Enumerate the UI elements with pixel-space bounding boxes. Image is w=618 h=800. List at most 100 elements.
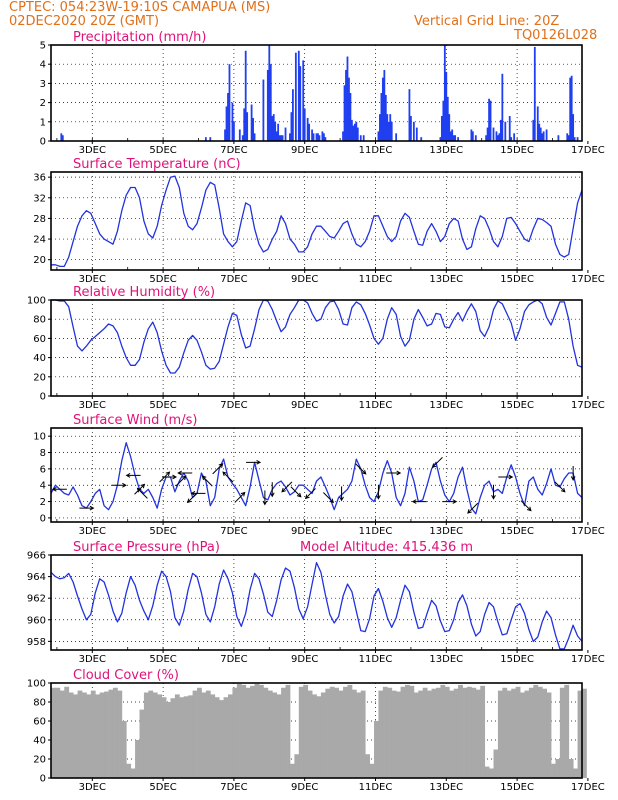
precipitation-bar (572, 114, 575, 141)
surface-wind-y-tick-label: 4 (40, 481, 46, 492)
cloud-cover-area-column (86, 694, 92, 778)
precipitation-bar (567, 135, 570, 141)
precipitation-bar (470, 129, 473, 141)
cloud-cover-area-column (347, 684, 353, 778)
cloud-cover-area-column (515, 686, 521, 778)
precipitation-bar (60, 133, 63, 141)
cloud-cover-area-column (143, 692, 149, 778)
precipitation-bar (359, 135, 362, 141)
precipitation-bar (381, 77, 384, 141)
cloud-cover-area-column (325, 688, 331, 778)
precipitation-bar (497, 135, 499, 141)
precipitation-bar (204, 137, 207, 141)
precipitation-bar (377, 131, 380, 141)
precipitation-bar (246, 112, 249, 141)
precipitation-bar (390, 121, 393, 141)
relative-humidity-y-tick-label: 20 (33, 372, 46, 383)
precipitation-bar (243, 108, 246, 141)
surface-pressure-series-line (50, 561, 583, 650)
surface-temperature-plot-frame (50, 171, 583, 271)
precipitation-bar (474, 135, 477, 141)
surface-wind-wind-arrow (442, 499, 458, 504)
precipitation-bar (233, 121, 235, 141)
precipitation-bar (451, 129, 454, 141)
precipitation-y-tick-label: 5 (40, 41, 46, 52)
cloud-cover-area-column (458, 684, 463, 778)
cloud-cover-area-column (528, 687, 534, 778)
surface-pressure-x-tick-label: 15DEC (500, 654, 534, 665)
header-grid-line-info: Vertical Grid Line: 20Z (414, 14, 560, 29)
precipitation-bar (241, 135, 244, 141)
surface-wind-wind-arrow (246, 459, 262, 465)
cloud-cover-x-tick-label: 5DEC (149, 782, 176, 793)
relative-humidity-x-tick-label: 7DEC (220, 400, 247, 411)
cloud-cover-area-column (121, 721, 127, 778)
cloud-cover-area-column (427, 690, 432, 778)
surface-wind-x-tick-label: 7DEC (220, 526, 247, 537)
surface-pressure-y-tick-label: 964 (27, 572, 46, 583)
precipitation-bar (457, 137, 459, 141)
surface-wind-wind-arrow (411, 499, 427, 504)
precipitation-x-tick-label: 9DEC (291, 145, 318, 156)
precipitation-x-tick-label: 13DEC (429, 145, 463, 156)
cloud-cover-area-column (506, 690, 512, 778)
cloud-cover-area-column (157, 694, 163, 778)
precipitation-bar (412, 121, 415, 141)
cloud-cover-area-column (405, 684, 410, 778)
cloud-cover-area-column (210, 694, 216, 778)
cloud-cover-area-column (197, 687, 202, 778)
precipitation-bar (290, 112, 293, 141)
precipitation-bar (250, 104, 253, 141)
surface-wind-y-tick-label: 8 (40, 448, 46, 459)
cloud-cover-area-column (183, 696, 189, 778)
precipitation-bar (225, 106, 228, 141)
surface-pressure-panel-title: Surface Pressure (hPa) (73, 540, 220, 555)
relative-humidity-y-tick-label: 40 (33, 353, 46, 364)
cloud-cover-x-tick-label: 11DEC (359, 782, 393, 793)
surface-wind-wind-arrow (376, 484, 381, 500)
cloud-cover-area-column (281, 687, 286, 778)
precipitation-bar (224, 129, 226, 141)
cloud-cover-area-column (378, 690, 384, 778)
surface-wind-wind-arrow (269, 482, 275, 498)
surface-wind-x-tick-label: 13DEC (429, 526, 463, 537)
cloud-cover-y-tick-label: 20 (33, 755, 46, 766)
surface-wind-wind-arrow (290, 486, 302, 498)
precipitation-bar (253, 133, 256, 141)
cloud-cover-area-column (263, 687, 269, 778)
precipitation-bar (274, 121, 277, 141)
cloud-cover-area-column (258, 684, 264, 778)
cloud-cover-area-column (418, 690, 424, 778)
cloud-cover-area-column (51, 687, 56, 778)
precipitation-bar (513, 133, 516, 141)
precipitation-bar (315, 133, 318, 141)
precipitation-bar (238, 129, 241, 141)
relative-humidity-x-tick-label: 13DEC (429, 400, 463, 411)
cloud-cover-area-column (201, 692, 207, 778)
precipitation-bar (292, 89, 294, 141)
precipitation-bar (302, 60, 305, 141)
surface-wind-wind-arrow (322, 492, 335, 504)
relative-humidity-x-tick-label: 11DEC (359, 400, 393, 411)
precipitation-y-tick-label: 2 (40, 98, 46, 109)
surface-temperature-y-tick-label: 32 (33, 193, 46, 204)
cloud-cover-area-column (130, 768, 136, 778)
precipitation-y-tick-label: 3 (40, 79, 46, 90)
surface-wind-wind-arrow (177, 470, 193, 476)
cloud-cover-area-column (374, 721, 379, 778)
surface-wind-wind-arrow (386, 470, 402, 476)
precipitation-bar (346, 56, 349, 141)
cloud-cover-area-column (214, 697, 220, 778)
cloud-cover-area-column (223, 697, 229, 778)
precipitation-bar (489, 100, 492, 141)
cloud-cover-area-column (369, 763, 375, 778)
precipitation-bar (499, 119, 502, 141)
surface-wind-wind-arrow (498, 474, 514, 480)
precipitation-bar (342, 131, 344, 141)
precipitation-bar (281, 135, 284, 141)
cloud-cover-y-tick-label: 100 (27, 679, 46, 690)
cloud-cover-area-column (188, 695, 193, 778)
cloud-cover-area-column (241, 684, 247, 778)
cloud-cover-area-column (205, 690, 211, 778)
cloud-cover-area-column (166, 702, 171, 778)
